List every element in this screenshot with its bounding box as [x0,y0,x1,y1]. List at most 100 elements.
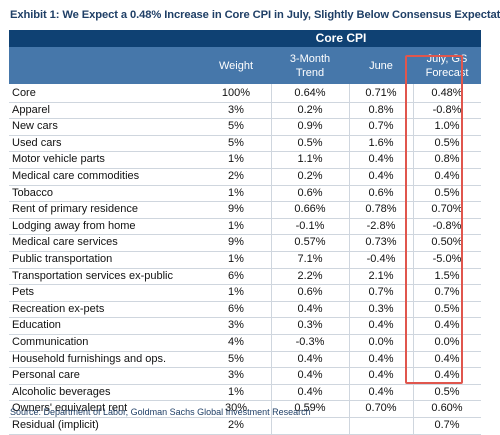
row-divider [9,317,481,319]
row-label: Household furnishings and ops. [12,352,167,365]
row-label: Apparel [12,103,50,116]
table-row: New cars 5% 0.9% 0.7% 1.0% [9,118,481,135]
table-row: Core 100% 0.64% 0.71% 0.48% [9,85,481,102]
june-cell: 0.7% [368,286,394,299]
source-note: Source: Department of Labor, Goldman Sac… [10,407,311,417]
row-divider [9,400,481,402]
row-divider [9,300,481,302]
band-label: Core CPI [315,31,367,45]
row-divider [9,134,481,136]
trend-cell: 0.3% [297,319,323,332]
weight-cell: 1% [228,286,244,299]
forecast-cell: 0.4% [434,369,460,382]
trend-cell: 7.1% [297,253,323,265]
weight-cell: 5% [228,120,244,133]
row-label: Pets [12,286,35,299]
col-weight-header: Weight [201,47,271,84]
row-label: Medical care services [12,236,118,249]
row-divider [9,433,481,435]
table-row: Pets 1% 0.6% 0.7% 0.7% [9,284,481,301]
row-divider [9,417,481,418]
trend-cell: 0.4% [297,369,323,382]
weight-cell: 2% [228,419,244,431]
table-row: Public transportation 1% 7.1% -0.4% -5.0% [9,251,481,268]
trend-cell: 0.4% [297,302,323,315]
trend-cell: 0.4% [297,352,323,365]
june-cell: 0.70% [365,402,397,415]
row-divider [9,267,481,269]
row-label: Used cars [12,136,62,149]
row-label: Personal care [12,369,80,382]
june-cell: 0.4% [368,385,394,398]
table-row: Alcoholic beverages 1% 0.4% 0.4% 0.5% [9,384,481,401]
table-row: Education 3% 0.3% 0.4% 0.4% [9,317,481,334]
forecast-cell: 0.4% [434,319,460,332]
forecast-cell: 1.5% [434,269,460,282]
forecast-cell: 0.4% [434,170,460,182]
row-label: New cars [12,120,58,133]
forecast-cell: 0.48% [431,87,463,99]
table-row: Used cars 5% 0.5% 1.6% 0.5% [9,135,481,152]
weight-cell: 6% [228,269,244,282]
forecast-cell: 1.0% [434,120,460,133]
june-cell: 1.6% [368,136,394,149]
forecast-cell: 0.5% [434,136,460,149]
trend-cell [271,417,349,434]
row-divider [9,284,481,286]
row-divider [9,217,481,219]
trend-cell: 0.59% [294,402,326,415]
row-divider [9,334,481,335]
forecast-highlight-box [405,55,463,384]
trend-cell: -0.1% [295,219,325,232]
weight-cell: 2% [228,170,244,182]
row-divider [9,383,481,385]
weight-cell: 6% [228,302,244,315]
forecast-cell: 0.4% [434,352,460,365]
trend-cell: 0.64% [294,87,326,99]
forecast-cell: -5.0% [432,253,462,265]
col-trend-label-line1: 3-Month [289,52,331,65]
row-divider [9,118,481,120]
weight-cell: 5% [228,136,244,149]
row-label: Transportation services ex-public [12,269,173,282]
row-divider [9,367,481,369]
forecast-cell: 0.5% [434,302,460,315]
row-label: Lodging away from home [12,219,136,232]
table-row: Owners' equivalent rent 30% 0.59% 0.70% 0.60… [9,400,481,417]
row-label: Public transportation [12,253,113,265]
row-divider [9,201,481,203]
forecast-cell: 0.7% [434,286,460,299]
column-divider [271,84,272,434]
forecast-cell: 0.5% [434,385,460,398]
weight-cell: 9% [228,236,244,249]
row-divider [9,350,481,352]
row-label: Core [12,87,36,99]
table-row: Recreation ex-pets 6% 0.4% 0.3% 0.5% [9,301,481,318]
col-weight-label: Weight [218,59,254,72]
june-cell: 0.71% [365,87,397,99]
june-cell: 0.4% [368,153,394,166]
row-label: Medical care commodities [12,170,140,182]
weight-cell: 1% [228,385,244,398]
june-cell: 0.3% [368,302,394,315]
weight-cell: 3% [228,103,244,116]
table-row: Communication 4% -0.3% 0.0% 0.0% [9,334,481,351]
table-row: Medical care services 9% 0.57% 0.73% 0.50% [9,234,481,251]
row-label: Residual (implicit) [12,419,99,431]
june-cell: 0.78% [365,203,397,216]
weight-cell: 1% [228,253,244,265]
trend-cell: 0.57% [294,236,326,249]
trend-cell: 1.1% [297,153,323,166]
june-cell [349,417,413,434]
june-cell: 0.6% [368,186,394,199]
forecast-cell: -0.8% [432,103,462,116]
forecast-cell: 0.50% [431,236,463,249]
trend-cell: 0.4% [297,385,323,398]
table-row: Residual (implicit) 2% 0.7% [9,417,481,434]
june-cell: 2.1% [368,269,394,282]
row-label: Alcoholic beverages [12,385,111,398]
trend-cell: 0.6% [297,286,323,299]
june-cell: -0.4% [366,253,396,265]
table-row: Personal care 3% 0.4% 0.4% 0.4% [9,367,481,384]
row-label: Owners' equivalent rent [12,402,128,415]
